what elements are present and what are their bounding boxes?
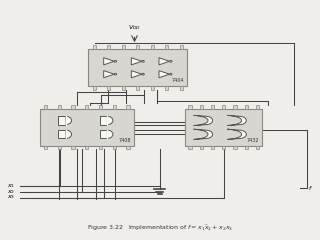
- Bar: [99, 105, 102, 109]
- Wedge shape: [108, 116, 113, 125]
- Text: $V_{DD}$: $V_{DD}$: [128, 23, 141, 32]
- Bar: [113, 105, 116, 109]
- Bar: [71, 105, 75, 109]
- Bar: [113, 146, 116, 150]
- Bar: [100, 130, 108, 138]
- Bar: [44, 105, 47, 109]
- Bar: [256, 146, 259, 150]
- Bar: [107, 86, 110, 90]
- Bar: [165, 45, 168, 49]
- Bar: [244, 105, 248, 109]
- Bar: [71, 146, 75, 150]
- Polygon shape: [227, 115, 246, 126]
- Bar: [151, 45, 154, 49]
- Polygon shape: [104, 71, 114, 78]
- Bar: [244, 146, 248, 150]
- Bar: [188, 105, 192, 109]
- Bar: [58, 130, 66, 138]
- Circle shape: [114, 73, 116, 75]
- Polygon shape: [194, 129, 212, 139]
- Bar: [211, 146, 214, 150]
- Bar: [256, 105, 259, 109]
- Polygon shape: [104, 58, 114, 65]
- Bar: [200, 105, 203, 109]
- Bar: [165, 86, 168, 90]
- Wedge shape: [66, 116, 72, 125]
- Bar: [151, 86, 154, 90]
- Text: 7408: 7408: [119, 138, 131, 143]
- Polygon shape: [159, 71, 170, 78]
- Text: $f$: $f$: [308, 184, 313, 192]
- Text: $x_2$: $x_2$: [7, 188, 15, 196]
- Polygon shape: [227, 129, 246, 139]
- Circle shape: [170, 73, 172, 75]
- Circle shape: [114, 60, 116, 62]
- Bar: [126, 105, 130, 109]
- Bar: [233, 105, 236, 109]
- Bar: [180, 45, 183, 49]
- Bar: [233, 146, 236, 150]
- Polygon shape: [194, 115, 212, 126]
- Text: Figure 3.22   Implementation of $f = x_1\bar{x}_2 + x_2x_3$: Figure 3.22 Implementation of $f = x_1\b…: [87, 224, 233, 233]
- Bar: [180, 86, 183, 90]
- Polygon shape: [131, 58, 142, 65]
- Bar: [107, 45, 110, 49]
- Wedge shape: [108, 130, 113, 138]
- Bar: [126, 146, 130, 150]
- Bar: [186, 109, 262, 146]
- Polygon shape: [131, 71, 142, 78]
- Circle shape: [170, 60, 172, 62]
- Bar: [88, 49, 187, 86]
- Bar: [211, 105, 214, 109]
- Circle shape: [142, 73, 144, 75]
- Polygon shape: [159, 58, 170, 65]
- Bar: [93, 86, 96, 90]
- Bar: [136, 45, 139, 49]
- Bar: [85, 146, 88, 150]
- Bar: [58, 105, 61, 109]
- Text: $x_3$: $x_3$: [7, 194, 15, 202]
- Bar: [44, 146, 47, 150]
- Bar: [58, 116, 66, 125]
- Bar: [99, 146, 102, 150]
- Bar: [58, 146, 61, 150]
- Bar: [122, 86, 125, 90]
- Bar: [222, 146, 225, 150]
- Bar: [93, 45, 96, 49]
- Bar: [200, 146, 203, 150]
- Bar: [188, 146, 192, 150]
- Text: $x_1$: $x_1$: [7, 182, 15, 190]
- Text: 7432: 7432: [247, 138, 260, 143]
- Text: 7404: 7404: [172, 78, 185, 83]
- Wedge shape: [66, 130, 72, 138]
- Bar: [122, 45, 125, 49]
- Bar: [85, 105, 88, 109]
- Bar: [136, 86, 139, 90]
- Bar: [40, 109, 134, 146]
- Circle shape: [142, 60, 144, 62]
- Bar: [222, 105, 225, 109]
- Bar: [100, 116, 108, 125]
